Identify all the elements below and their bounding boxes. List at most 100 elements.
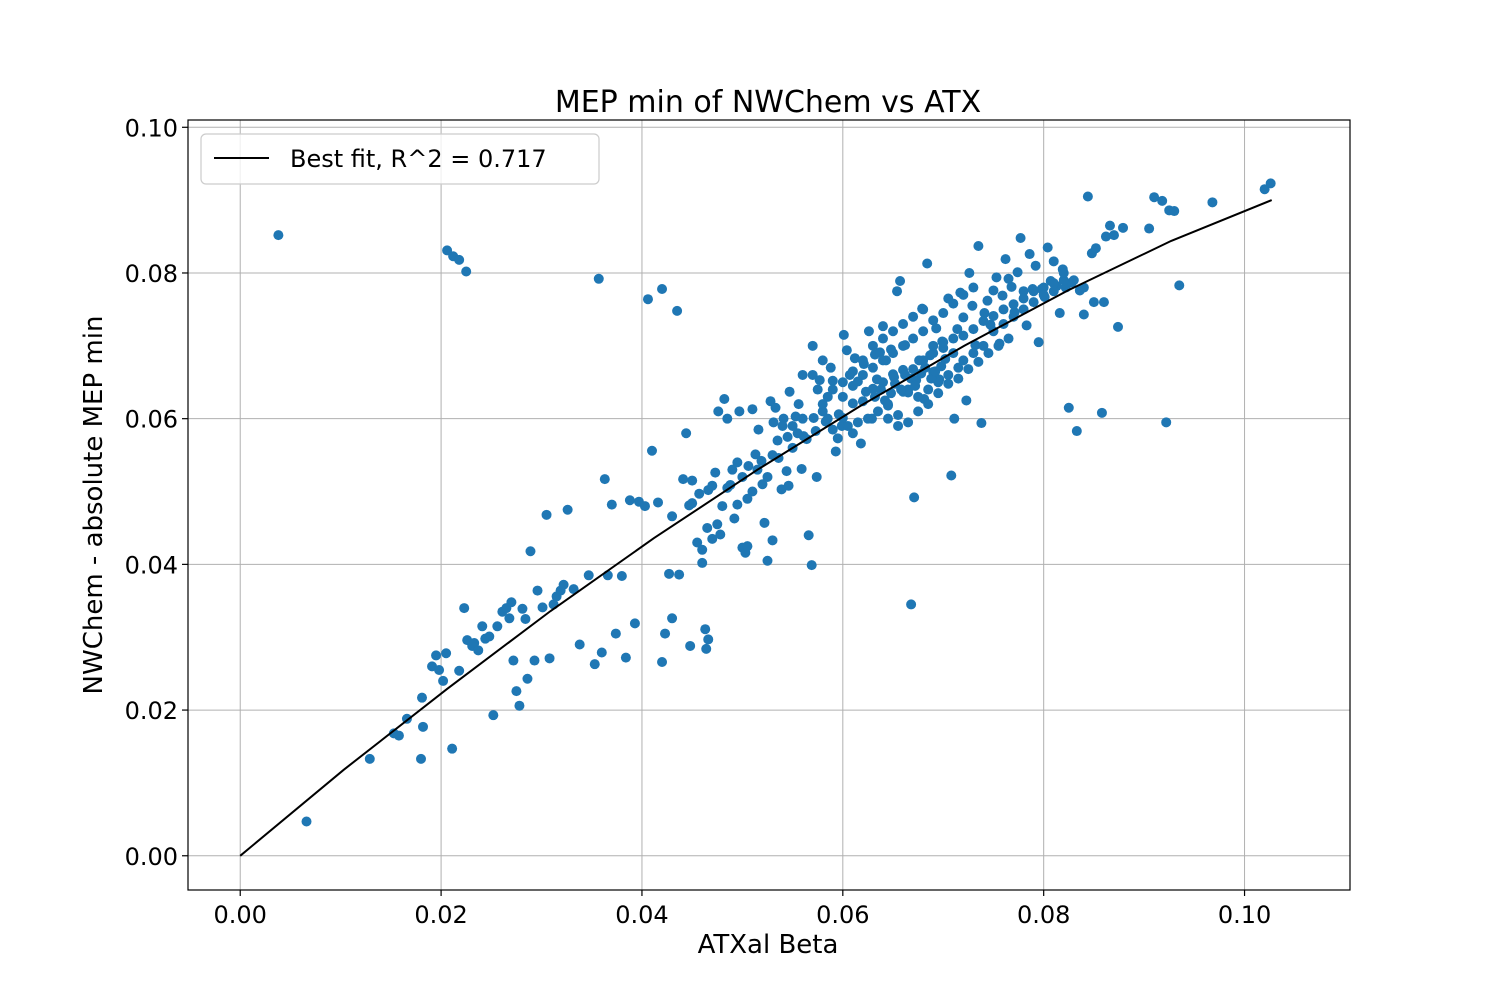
data-point [913, 406, 924, 417]
data-point [719, 394, 730, 405]
data-point [783, 480, 794, 491]
data-point [964, 267, 975, 278]
data-point [393, 730, 404, 741]
data-point [817, 399, 828, 410]
data-point [517, 603, 528, 614]
data-point [639, 501, 650, 512]
data-point [948, 298, 959, 309]
data-point [589, 659, 600, 670]
data-point [991, 272, 1002, 283]
data-point [822, 391, 833, 402]
data-point [520, 614, 531, 625]
data-point [973, 356, 984, 367]
data-point [525, 546, 536, 557]
data-point [747, 404, 758, 415]
data-point [852, 417, 863, 428]
data-point [812, 384, 823, 395]
data-point [938, 337, 949, 348]
data-point [768, 417, 779, 428]
data-point [983, 348, 994, 359]
data-point [1096, 407, 1107, 418]
data-point [606, 499, 617, 510]
data-point [568, 584, 579, 595]
data-point [508, 655, 519, 666]
data-point [770, 402, 781, 413]
data-point [1088, 297, 1099, 308]
best-fit-line [239, 199, 1273, 857]
x-tick-label: 0.02 [414, 901, 467, 929]
data-point [892, 286, 903, 297]
data-point [963, 364, 974, 375]
data-point [1104, 220, 1115, 231]
data-point [1008, 299, 1019, 310]
data-point [777, 420, 788, 431]
data-point [743, 461, 754, 472]
data-point [961, 395, 972, 406]
data-point [727, 464, 738, 475]
data-point [827, 384, 838, 395]
data-point [1028, 297, 1039, 308]
data-point [1033, 337, 1044, 348]
y-axis-label: NWChem - absolute MEP min [79, 316, 109, 695]
data-point [1038, 282, 1049, 293]
data-point [712, 519, 723, 530]
data-point [923, 384, 934, 395]
data-point [792, 428, 803, 439]
data-point [1028, 286, 1039, 297]
plot-frame [187, 119, 1351, 891]
data-point [541, 509, 552, 520]
data-point [938, 308, 949, 319]
data-point [888, 369, 899, 380]
data-point [484, 631, 495, 642]
data-point [707, 533, 718, 544]
data-point [1090, 243, 1101, 254]
data-point [896, 384, 907, 395]
data-point [742, 541, 753, 552]
data-point [918, 304, 929, 315]
data-point [1018, 293, 1029, 304]
data-point [1038, 289, 1049, 300]
data-point [888, 326, 899, 337]
data-point [434, 665, 445, 675]
fit-line-group [239, 199, 1273, 857]
data-point [762, 471, 773, 482]
data-point [1006, 281, 1017, 292]
data-point [1169, 206, 1180, 217]
data-point [667, 511, 678, 522]
data-point [898, 340, 909, 351]
data-point [742, 493, 753, 504]
data-point [967, 300, 978, 311]
data-point [988, 285, 999, 296]
data-point [906, 599, 917, 610]
data-point [879, 395, 890, 406]
data-point [596, 647, 607, 658]
data-point [1048, 278, 1059, 289]
data-point [729, 513, 740, 524]
x-tick-label: 0.00 [214, 901, 267, 929]
data-point [803, 530, 814, 541]
data-point [847, 398, 858, 409]
data-point [599, 474, 610, 485]
data-point [678, 474, 689, 485]
data-point [616, 571, 627, 582]
data-point [898, 318, 909, 329]
data-point [797, 413, 808, 424]
data-point [441, 648, 452, 659]
data-point [968, 348, 979, 359]
data-point [928, 340, 939, 351]
data-point [1108, 230, 1119, 241]
data-point [1003, 333, 1014, 344]
x-tick-label: 0.08 [1017, 901, 1070, 929]
data-point [447, 743, 458, 754]
data-point [1058, 267, 1069, 278]
chart-title: MEP min of NWChem vs ATX [555, 85, 981, 120]
y-axis-ticks: 0.00 0.02 0.04 0.06 0.08 0.10 [125, 114, 188, 871]
data-point [767, 450, 778, 461]
data-point [1054, 308, 1065, 319]
data-point [273, 230, 284, 241]
data-point [808, 412, 819, 423]
data-point [806, 560, 817, 571]
data-point [756, 455, 767, 466]
data-point [473, 645, 484, 656]
data-point [1149, 192, 1160, 203]
